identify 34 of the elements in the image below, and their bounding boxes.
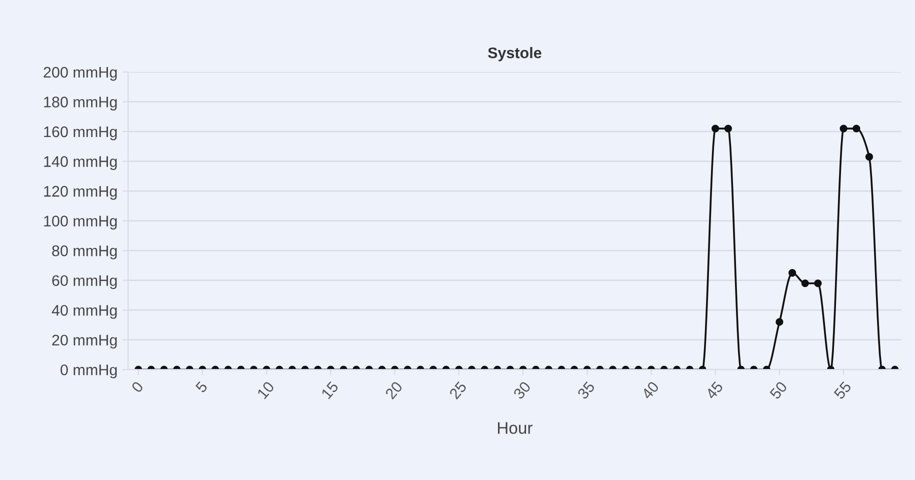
y-tick-label: 40 mmHg xyxy=(52,304,117,319)
point xyxy=(724,124,732,132)
y-tick-label: 60 mmHg xyxy=(52,275,117,290)
x-tick-label: 55 xyxy=(833,380,852,400)
y-tick-label: 80 mmHg xyxy=(52,245,117,260)
y-tick-label: 100 mmHg xyxy=(44,216,117,230)
x-axis-title: Hour xyxy=(498,422,532,434)
y-tick-label: 180 mmHg xyxy=(44,96,117,110)
y-tick-label: 160 mmHg xyxy=(44,126,117,140)
x-tick-label: 25 xyxy=(448,380,468,400)
chart-title: Systole xyxy=(488,47,542,62)
x-tick-label: 50 xyxy=(769,380,788,400)
y-tick-label: 20 mmHg xyxy=(52,334,117,349)
y-tick-label: 200 mmHg xyxy=(44,66,117,81)
y-tick-label: 0 mmHg xyxy=(60,364,117,378)
point xyxy=(814,279,822,288)
x-tick-label: 45 xyxy=(705,380,724,400)
x-tick-label: 35 xyxy=(576,380,596,400)
x-tick-label: 30 xyxy=(512,380,532,400)
x-tick-label: 15 xyxy=(320,380,339,400)
point xyxy=(712,124,720,132)
point xyxy=(788,269,796,277)
x-tick-label: 10 xyxy=(256,380,275,400)
y-tick-label: 120 mmHg xyxy=(44,186,117,200)
point xyxy=(801,279,809,288)
x-tick-label: 20 xyxy=(384,380,404,400)
point xyxy=(840,124,848,132)
x-tick-label: 0 xyxy=(130,380,144,394)
point xyxy=(865,152,874,161)
y-tick-label: 140 mmHg xyxy=(44,156,117,170)
point xyxy=(852,124,860,132)
point xyxy=(776,318,784,326)
x-tick-label: 5 xyxy=(195,380,208,394)
x-tick-label: 40 xyxy=(640,380,660,400)
